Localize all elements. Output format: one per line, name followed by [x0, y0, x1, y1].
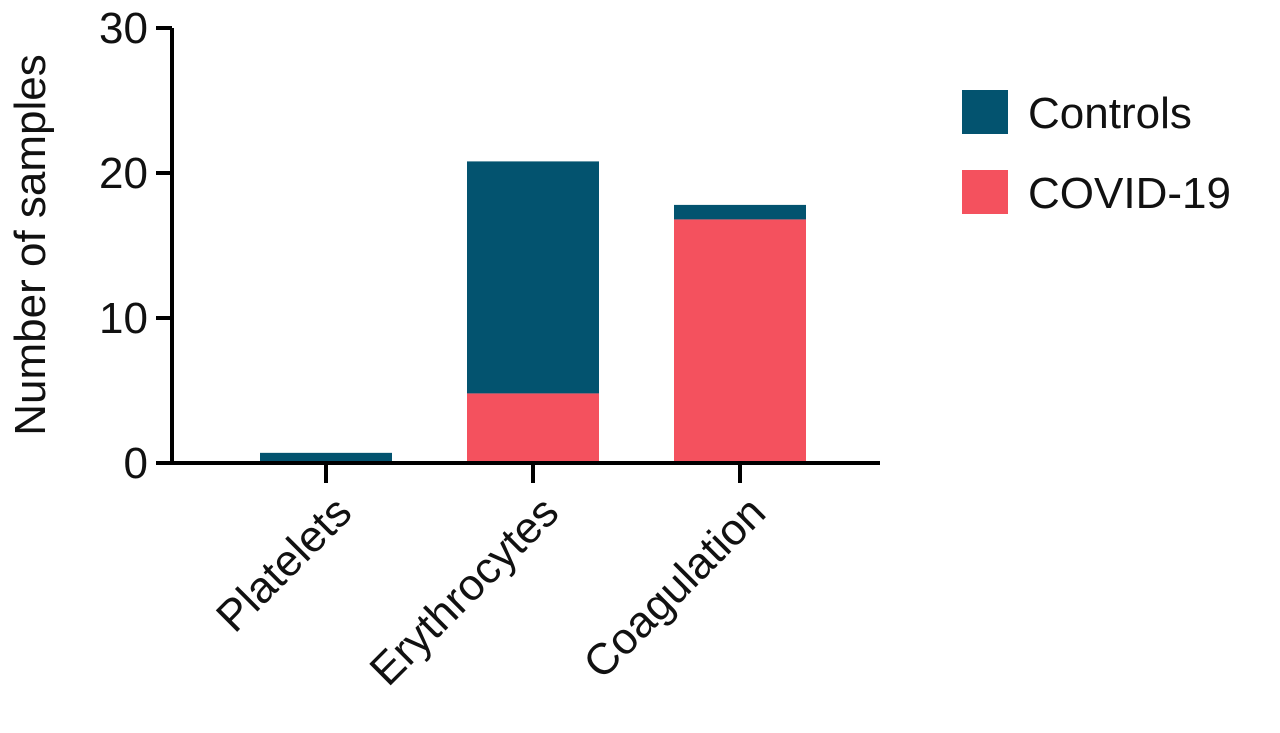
- y-axis-title: Number of samples: [6, 54, 55, 435]
- legend-label: COVID-19: [1028, 169, 1231, 218]
- bar-erythrocytes-controls: [467, 161, 599, 394]
- x-tick-label: Erythrocytes: [361, 487, 569, 695]
- y-tick-label: 30: [99, 4, 148, 53]
- bar-erythrocytes-covid-19: [467, 393, 599, 463]
- x-tick-label: Coagulation: [574, 487, 775, 688]
- legend: Controls COVID-19: [962, 89, 1231, 218]
- legend-swatch-covid-19: [962, 170, 1008, 214]
- bar-coagulation-controls: [674, 204, 806, 220]
- x-ticks: Platelets Erythrocytes Coagulation: [207, 463, 775, 695]
- y-tick-label: 20: [99, 149, 148, 198]
- axes-layer: [170, 28, 880, 465]
- y-tick-label: 10: [99, 294, 148, 343]
- y-ticks: 0 10 20 30: [99, 4, 172, 488]
- bar-coagulation-covid-19: [674, 219, 806, 463]
- y-tick-label: 0: [124, 439, 148, 488]
- bar-platelets-controls: [260, 452, 392, 463]
- bars-layer: [260, 161, 806, 463]
- legend-swatch-controls: [962, 90, 1008, 134]
- x-tick-label: Platelets: [207, 487, 361, 641]
- legend-label: Controls: [1028, 89, 1192, 138]
